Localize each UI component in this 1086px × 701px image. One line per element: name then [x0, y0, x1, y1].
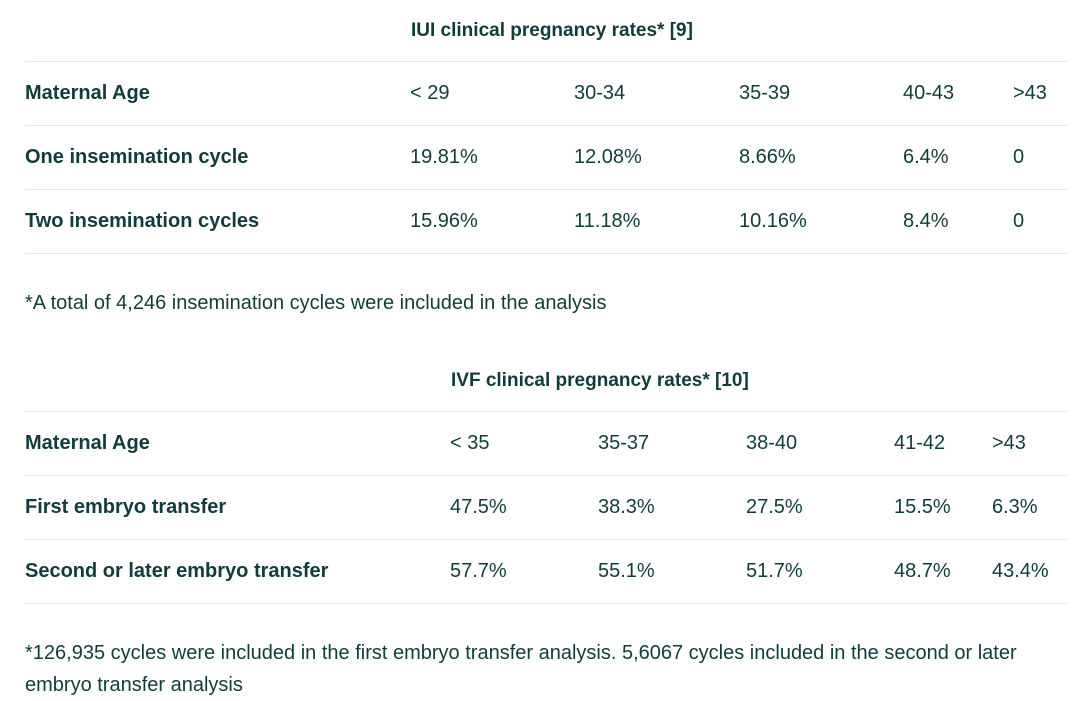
iui-row-2-val-4: 8.4%: [903, 210, 949, 232]
ivf-header-col-1: < 35: [450, 432, 490, 454]
ivf-row-1-val-3: 27.5%: [746, 496, 803, 518]
iui-row-1-val-2: 12.08%: [574, 146, 642, 168]
table-row: One insemination cycle 19.81% 12.08% 8.6…: [25, 126, 1067, 190]
iui-caption-text: IUI clinical pregnancy rates* [9]: [411, 20, 693, 41]
iui-row-1-val-1: 19.81%: [410, 146, 478, 168]
iui-caption: IUI clinical pregnancy rates* [9]: [25, 0, 1067, 62]
ivf-footnote: *126,935 cycles were included in the fir…: [25, 642, 1017, 696]
iui-header-col-2: 30-34: [574, 82, 626, 104]
ivf-row-1-val-5: 6.3%: [992, 496, 1038, 518]
iui-row-2-val-1: 15.96%: [410, 210, 478, 232]
ivf-header-label: Maternal Age: [25, 432, 150, 454]
ivf-row-2-val-5: 43.4%: [992, 560, 1049, 582]
iui-footnote: *A total of 4,246 insemination cycles we…: [25, 292, 607, 314]
iui-header-label: Maternal Age: [25, 82, 150, 104]
ivf-caption-text: IVF clinical pregnancy rates* [10]: [451, 370, 749, 391]
ivf-row-2-val-3: 51.7%: [746, 560, 803, 582]
ivf-row-2-val-2: 55.1%: [598, 560, 655, 582]
ivf-row-1-val-1: 47.5%: [450, 496, 507, 518]
ivf-row-1-label: First embryo transfer: [25, 496, 227, 518]
iui-row-2-val-5: 0: [1013, 210, 1025, 232]
ivf-header-col-2: 35-37: [598, 432, 650, 454]
ivf-row-2-label: Second or later embryo transfer: [25, 560, 329, 582]
ivf-row-1-val-4: 15.5%: [894, 496, 951, 518]
iui-header-col-4: 40-43: [903, 82, 955, 104]
ivf-header-col-3: 38-40: [746, 432, 798, 454]
iui-table: IUI clinical pregnancy rates* [9] Matern…: [25, 0, 1067, 254]
iui-header-col-5: >43: [1013, 82, 1047, 104]
iui-header-col-1: < 29: [410, 82, 450, 104]
table-row: First embryo transfer 47.5% 38.3% 27.5% …: [25, 476, 1067, 540]
iui-row-2-val-2: 11.18%: [574, 210, 641, 232]
ivf-row-2-val-4: 48.7%: [894, 560, 951, 582]
ivf-row-2-val-1: 57.7%: [450, 560, 507, 582]
iui-row-1-val-3: 8.66%: [739, 146, 796, 168]
iui-row-1-val-4: 6.4%: [903, 146, 949, 168]
ivf-row-1-val-2: 38.3%: [598, 496, 655, 518]
ivf-table: IVF clinical pregnancy rates* [10] Mater…: [25, 350, 1067, 604]
iui-row-1-label: One insemination cycle: [25, 146, 249, 168]
iui-row-1-val-5: 0: [1013, 146, 1025, 168]
ivf-header-col-4: 41-42: [894, 432, 946, 454]
iui-row-2-val-3: 10.16%: [739, 210, 807, 232]
iui-header-col-3: 35-39: [739, 82, 791, 104]
table-row: Two insemination cycles 15.96% 11.18% 10…: [25, 190, 1067, 254]
ivf-caption: IVF clinical pregnancy rates* [10]: [25, 350, 1067, 412]
ivf-header-col-5: >43: [992, 432, 1026, 454]
ivf-header-row: Maternal Age < 35 35-37 38-40 41-42 >43: [25, 412, 1067, 476]
iui-row-2-label: Two insemination cycles: [25, 210, 260, 232]
table-row: Second or later embryo transfer 57.7% 55…: [25, 540, 1067, 604]
iui-header-row: Maternal Age < 29 30-34 35-39 40-43 >43: [25, 62, 1067, 126]
